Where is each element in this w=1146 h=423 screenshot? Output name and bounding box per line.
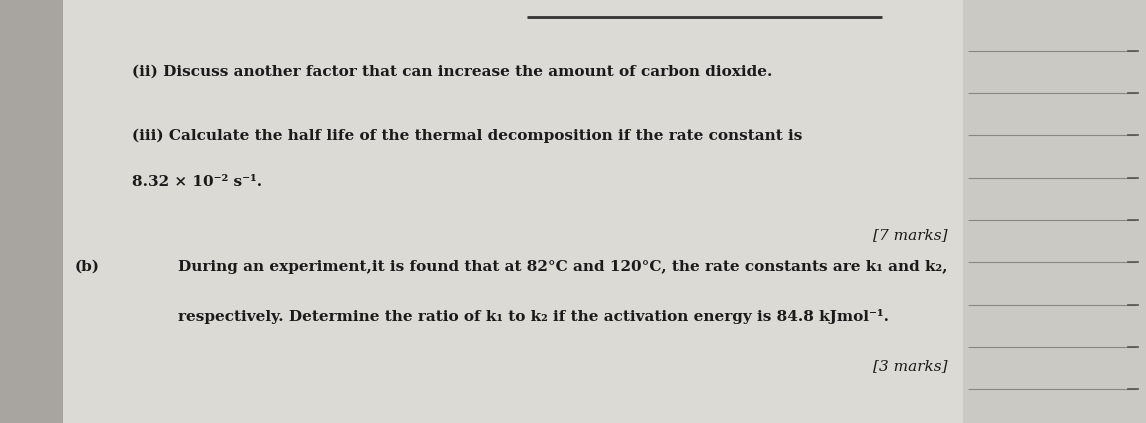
Bar — [0, 0, 63, 423]
Text: [3 marks]: [3 marks] — [873, 359, 948, 373]
Text: (b): (b) — [74, 260, 100, 274]
Text: During an experiment,it is found that at 82°C and 120°C, the rate constants are : During an experiment,it is found that at… — [178, 260, 947, 274]
Text: (ii) Discuss another factor that can increase the amount of carbon dioxide.: (ii) Discuss another factor that can inc… — [132, 65, 772, 79]
Text: [7 marks]: [7 marks] — [873, 228, 948, 242]
Bar — [0, 0, 963, 423]
Text: 8.32 × 10⁻² s⁻¹.: 8.32 × 10⁻² s⁻¹. — [132, 175, 262, 189]
Text: (iii) Calculate the half life of the thermal decomposition if the rate constant : (iii) Calculate the half life of the the… — [132, 128, 802, 143]
Bar — [963, 0, 1146, 423]
Text: respectively. Determine the ratio of k₁ to k₂ if the activation energy is 84.8 k: respectively. Determine the ratio of k₁ … — [178, 310, 888, 324]
